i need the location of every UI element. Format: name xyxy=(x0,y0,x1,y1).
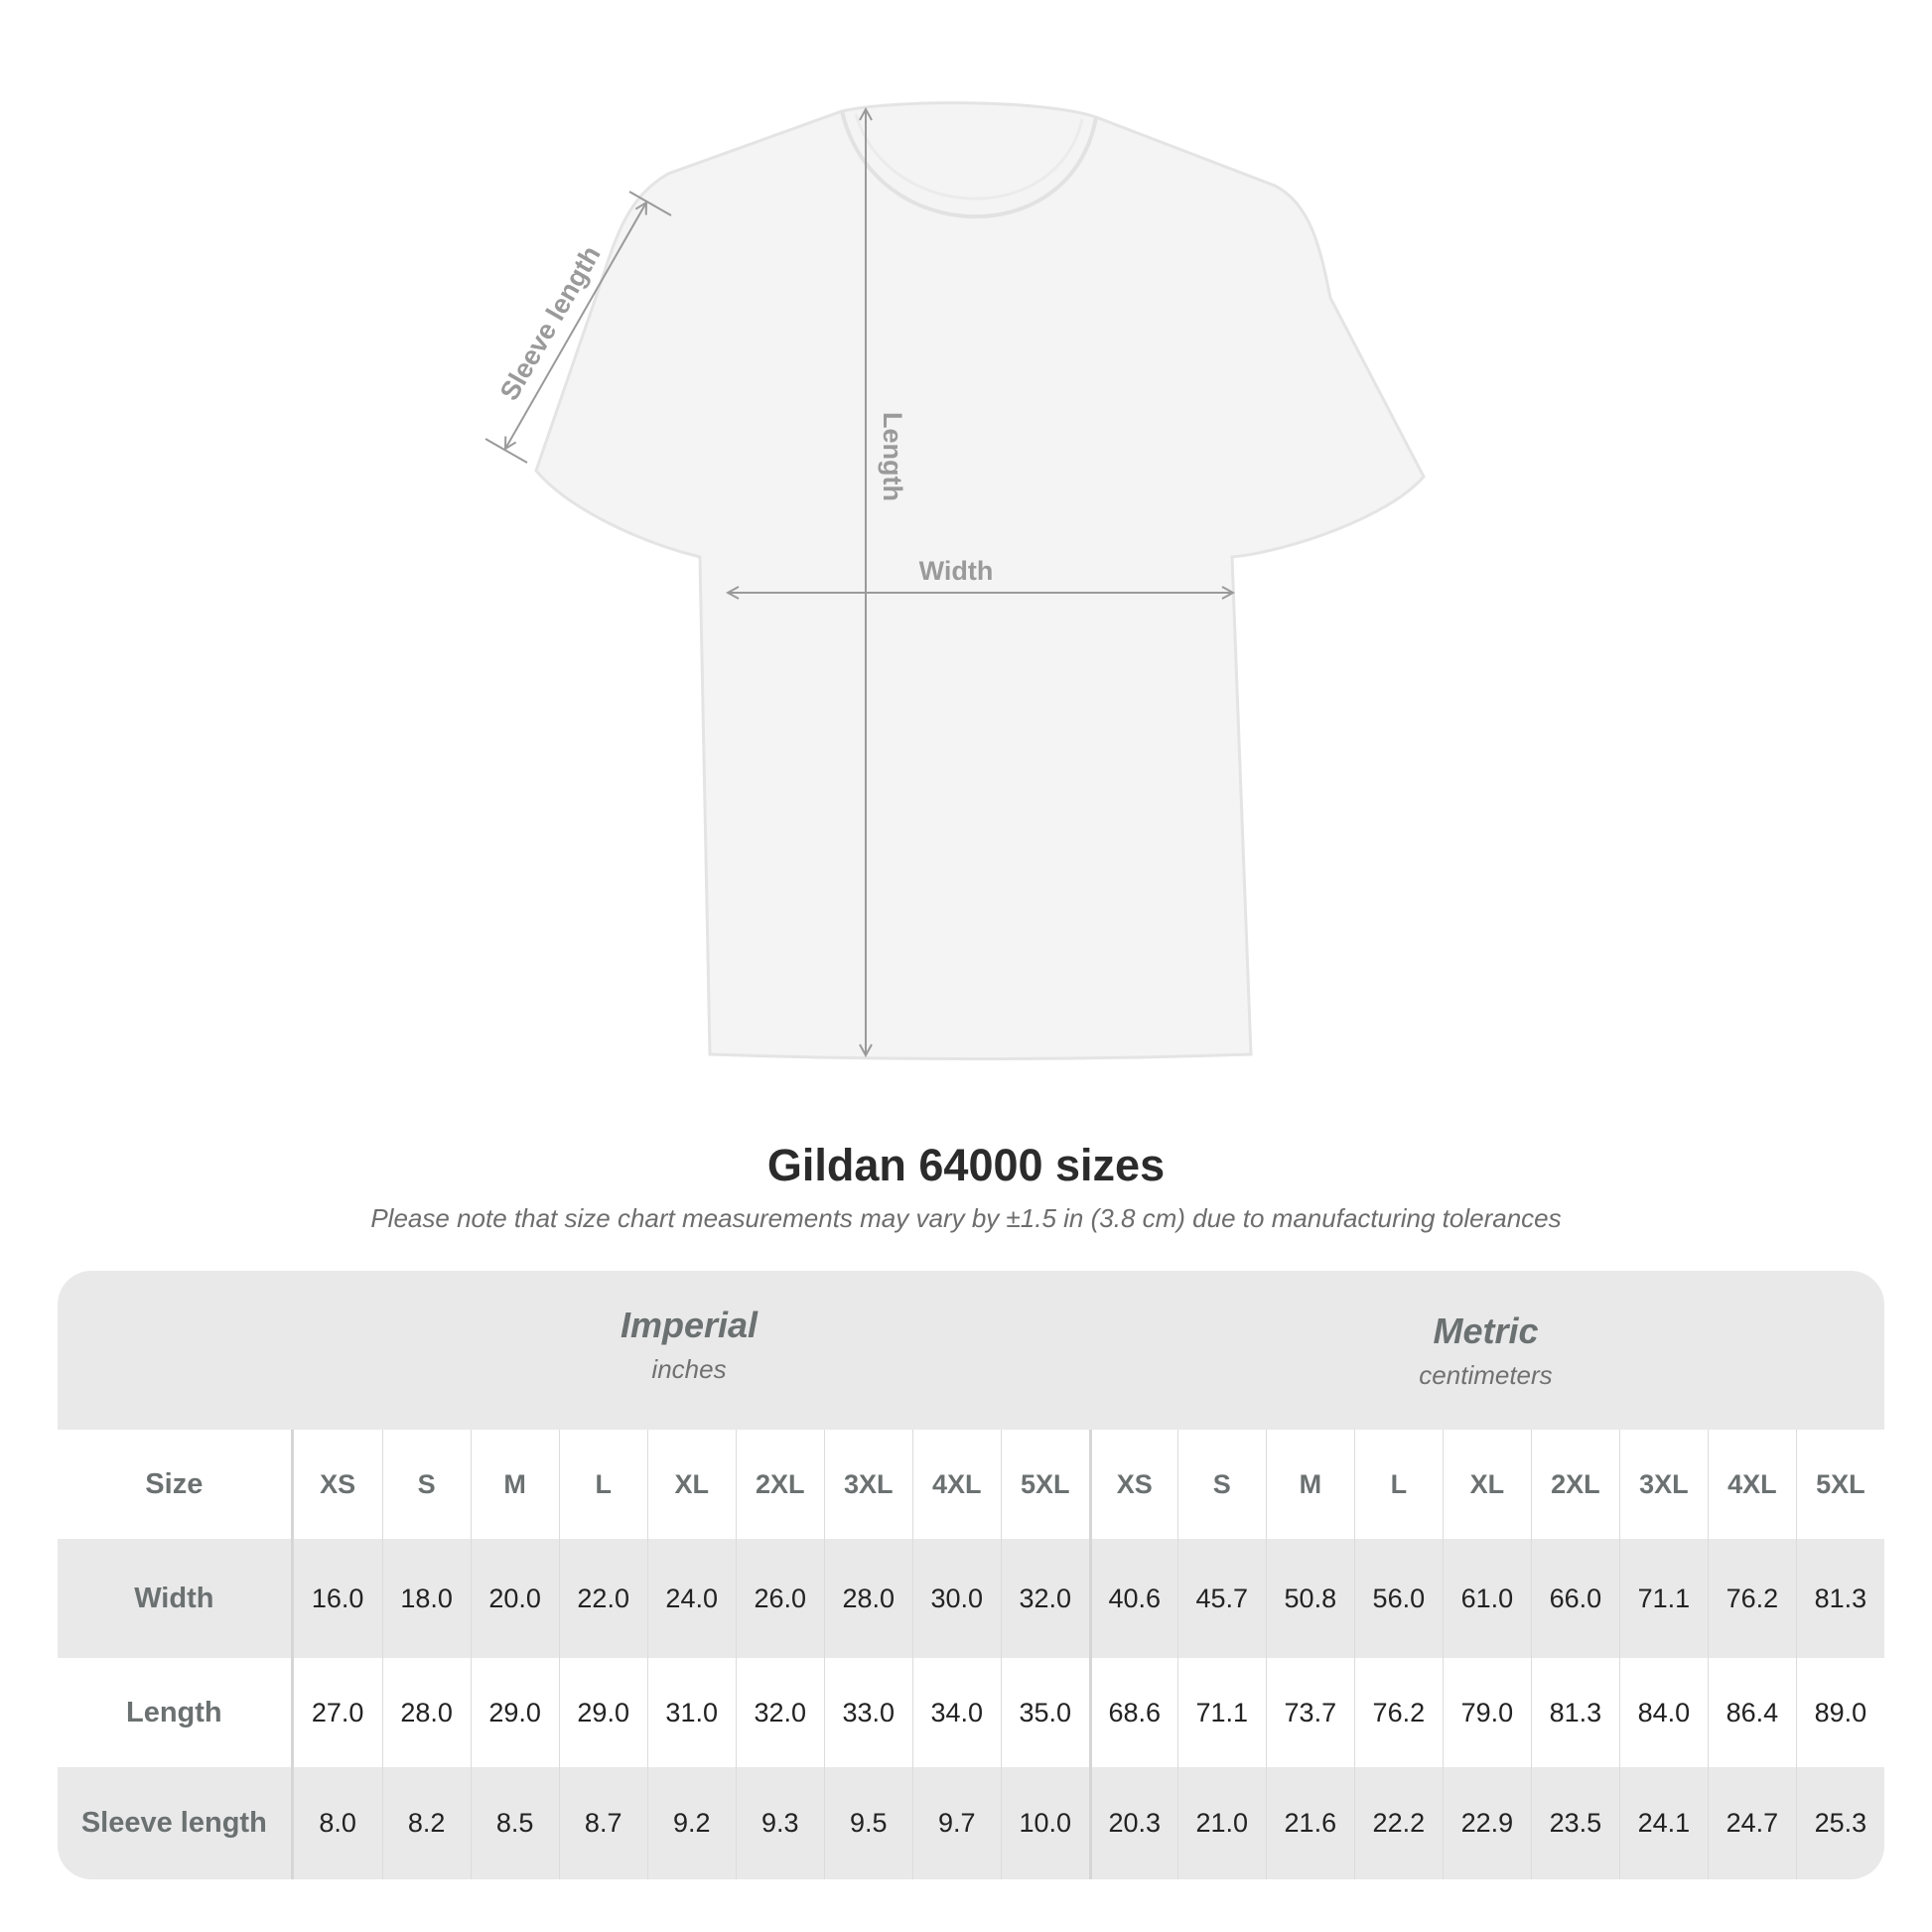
imperial-header: Imperial inches xyxy=(291,1271,1087,1430)
size-header-row: Size XS S M L XL 2XL 3XL 4XL 5XL XS S M L XL 2XL 3XL 4XL 5… xyxy=(58,1430,1884,1539)
table-cell: 86.4 xyxy=(1707,1658,1796,1767)
table-cell: 9.5 xyxy=(823,1767,912,1879)
table-cell: 45.7 xyxy=(1176,1539,1266,1658)
table-cell: 22.0 xyxy=(558,1539,647,1658)
table-cell: 8.5 xyxy=(470,1767,559,1879)
size-header-cell: 4XL xyxy=(1707,1430,1796,1539)
table-row: Length 27.0 28.0 29.0 29.0 31.0 32.0 33.0 34.0 35… xyxy=(58,1658,1884,1767)
table-cell: 20.3 xyxy=(1088,1767,1177,1879)
imperial-unit: inches xyxy=(651,1354,727,1384)
tolerance-note: Please note that size chart measurements… xyxy=(370,1203,1562,1233)
table-cell: 32.0 xyxy=(1000,1539,1089,1658)
size-header-cell: XL xyxy=(1442,1430,1531,1539)
table-cell: 68.6 xyxy=(1088,1658,1177,1767)
table-cell: 34.0 xyxy=(911,1658,1001,1767)
table-cell: 76.2 xyxy=(1353,1658,1443,1767)
metric-unit: centimeters xyxy=(1419,1360,1553,1390)
table-cell: 20.0 xyxy=(470,1539,559,1658)
table-cell: 61.0 xyxy=(1442,1539,1531,1658)
table-cell: 32.0 xyxy=(735,1658,824,1767)
table-cell: 29.0 xyxy=(558,1658,647,1767)
tshirt-shape xyxy=(534,101,1426,1060)
size-header-cell: XS xyxy=(320,1468,356,1499)
table-cell: 28.0 xyxy=(823,1539,912,1658)
table-cell: 89.0 xyxy=(1795,1658,1884,1767)
table-cell: 25.3 xyxy=(1795,1767,1884,1879)
table-cell: 40.6 xyxy=(1088,1539,1177,1658)
table-cell: 31.0 xyxy=(646,1658,736,1767)
table-cell: 18.0 xyxy=(381,1539,471,1658)
table-cell: 81.3 xyxy=(1795,1539,1884,1658)
table-cell: 30.0 xyxy=(911,1539,1001,1658)
table-cell: 29.0 xyxy=(470,1658,559,1767)
table-cell: 24.7 xyxy=(1707,1767,1796,1879)
size-table: Imperial inches Metric centimeters Size X… xyxy=(58,1271,1884,1879)
table-cell: 66.0 xyxy=(1530,1539,1619,1658)
size-header-cell: 3XL xyxy=(1618,1430,1708,1539)
size-header-cell: L xyxy=(1353,1430,1443,1539)
table-cell: 76.2 xyxy=(1707,1539,1796,1658)
table-cell: 84.0 xyxy=(1618,1658,1708,1767)
size-header-cell: S xyxy=(1176,1430,1266,1539)
table-cell: 50.8 xyxy=(1265,1539,1354,1658)
table-cell: 71.1 xyxy=(1176,1658,1266,1767)
collar-rib xyxy=(854,113,1084,201)
row-label: Size xyxy=(58,1430,294,1539)
table-cell: 24.1 xyxy=(1618,1767,1708,1879)
table-cell: 9.7 xyxy=(911,1767,1001,1879)
table-cell: 35.0 xyxy=(1000,1658,1089,1767)
size-header-cell: M xyxy=(470,1430,559,1539)
length-label: Length xyxy=(878,412,907,501)
table-cell: 24.0 xyxy=(646,1539,736,1658)
page-title: Gildan 64000 sizes xyxy=(766,1140,1166,1190)
row-label: Sleeve length xyxy=(58,1767,294,1879)
table-cell: 9.3 xyxy=(735,1767,824,1879)
size-header-cell: 2XL xyxy=(1530,1430,1619,1539)
size-header-cell: 5XL xyxy=(1795,1430,1884,1539)
size-header-cell: 5XL xyxy=(1000,1430,1089,1539)
table-cell: 10.0 xyxy=(1000,1767,1089,1879)
table-cell: 21.6 xyxy=(1265,1767,1354,1879)
size-header-cell: 4XL xyxy=(911,1430,1001,1539)
size-header-cell: M xyxy=(1265,1430,1354,1539)
sleeve-tick xyxy=(628,191,672,216)
row-label: Length xyxy=(58,1658,294,1767)
table-row: Width 16.0 18.0 20.0 22.0 24.0 26.0 28.0 30.0 32.… xyxy=(58,1539,1884,1658)
table-cell: 22.2 xyxy=(1353,1767,1443,1879)
table-cell: 73.7 xyxy=(1265,1658,1354,1767)
sleeve-arrow xyxy=(505,203,646,449)
table-cell: 9.2 xyxy=(646,1767,736,1879)
width-label: Width xyxy=(919,556,994,586)
table-cell: 33.0 xyxy=(823,1658,912,1767)
table-cell: 28.0 xyxy=(381,1658,471,1767)
tshirt-diagram: Width Length Sleeve length xyxy=(484,101,1426,1060)
size-header-cell: S xyxy=(381,1430,471,1539)
metric-label: Metric xyxy=(1433,1311,1539,1351)
size-header-cell: XL xyxy=(646,1430,736,1539)
table-cell: 21.0 xyxy=(1176,1767,1266,1879)
table-cell: 26.0 xyxy=(735,1539,824,1658)
size-header-cell: XS xyxy=(1088,1430,1177,1539)
size-header-cell: 2XL xyxy=(735,1430,824,1539)
imperial-label: Imperial xyxy=(620,1305,759,1345)
table-cell: 16.0 xyxy=(311,1583,364,1613)
table-cell: 79.0 xyxy=(1442,1658,1531,1767)
row-label: Width xyxy=(58,1539,294,1658)
table-cell: 8.0 xyxy=(319,1808,356,1838)
table-cell: 81.3 xyxy=(1530,1658,1619,1767)
table-cell: 56.0 xyxy=(1353,1539,1443,1658)
table-row: Sleeve length 8.0 8.2 8.5 8.7 9.2 9.3 9.5 9.7 10.… xyxy=(58,1767,1884,1879)
size-header-cell: L xyxy=(558,1430,647,1539)
size-header-cell: 3XL xyxy=(823,1430,912,1539)
table-cell: 8.2 xyxy=(381,1767,471,1879)
table-cell: 71.1 xyxy=(1618,1539,1708,1658)
metric-header: Metric centimeters xyxy=(1087,1271,1884,1430)
table-cell: 8.7 xyxy=(558,1767,647,1879)
sleeve-tick xyxy=(484,438,528,464)
table-cell: 27.0 xyxy=(311,1697,364,1727)
table-cell: 23.5 xyxy=(1530,1767,1619,1879)
table-cell: 22.9 xyxy=(1442,1767,1531,1879)
